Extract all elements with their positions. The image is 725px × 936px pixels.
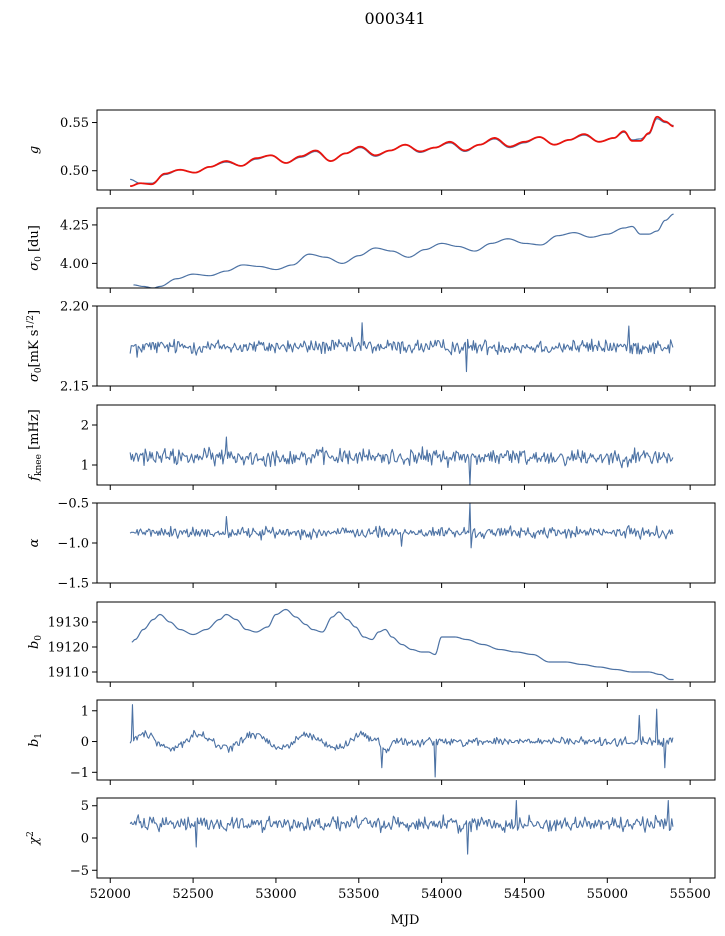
y-tick-label-sigma0: 4.25 (60, 218, 89, 233)
axes-frame-sigma0_mk (96, 305, 716, 387)
plot-area-sigma0 (133, 213, 674, 288)
y-axis-label-fknee: fknee [mHz] (27, 409, 44, 482)
series-line-sigma0-0 (133, 213, 674, 288)
x-tick-label: 54500 (504, 887, 545, 902)
series-line-sigma0_mk (129, 322, 674, 373)
y-tick-label-sigma0: 4.00 (60, 257, 89, 272)
x-tick-label: 54000 (421, 887, 462, 902)
chart-title: 000341 (364, 9, 425, 28)
plot-area-g (130, 115, 674, 188)
series-line-chi2 (129, 800, 674, 855)
y-axis-label-sigma0: σ0 [du] (27, 225, 44, 271)
y-tick-label-b0: 19110 (48, 666, 89, 681)
y-tick-label-b1: 0 (81, 735, 89, 750)
y-tick-label-b1: −1 (70, 766, 89, 781)
panel-fknee: 1 2 fknee [mHz] (27, 404, 716, 490)
y-axis-label-b1: b1 (27, 733, 44, 747)
series-line-b0-0 (131, 608, 674, 681)
y-tick-label-chi2: −5 (70, 864, 89, 879)
series-line-alpha (129, 503, 674, 549)
x-tick-label: 52500 (172, 887, 213, 902)
plot-area-b1 (129, 704, 674, 778)
panel-b0: 19110 19120 19130 b0 (27, 601, 716, 687)
panel-b1: −1 0 1 b1 (27, 699, 716, 785)
y-tick-label-b0: 19130 (48, 616, 89, 631)
axes-frame-b0 (96, 601, 716, 683)
axes-frame-g (96, 109, 716, 191)
y-tick-label-fknee: 1 (81, 459, 89, 474)
series-line-g-1 (130, 115, 674, 188)
panel-sigma0_mk: 2.15 2.20 σ0[mK s1/2] (26, 300, 716, 395)
y-axis-label-b0: b0 (27, 635, 44, 649)
y-axis-label-g: g (27, 146, 42, 154)
y-tick-label-fknee: 2 (81, 419, 89, 434)
axes-frame-sigma0 (96, 207, 716, 289)
x-tick-label: 55500 (669, 887, 710, 902)
y-tick-label-g: 0.55 (60, 116, 89, 131)
plot-area-sigma0_mk (129, 322, 674, 373)
plot-area-fknee (129, 436, 674, 485)
panel-g: 0.50 0.55 g (27, 109, 716, 195)
y-tick-label-sigma0_mk: 2.20 (60, 300, 89, 315)
panel-sigma0: 4.00 4.25 σ0 [du] (27, 207, 716, 293)
y-axis-label-alpha: α (27, 538, 42, 547)
plot-area-b0 (131, 608, 674, 681)
x-tick-label: 55000 (587, 887, 628, 902)
x-tick-label: 52000 (90, 887, 131, 902)
x-axis-label: MJD (391, 913, 420, 928)
y-tick-label-g: 0.50 (60, 164, 89, 179)
y-tick-label-chi2: 5 (81, 799, 89, 814)
y-tick-label-sigma0_mk: 2.15 (60, 380, 89, 395)
y-tick-label-alpha: −1.0 (57, 537, 89, 552)
plot-area-alpha (129, 503, 674, 549)
y-tick-label-alpha: −0.5 (57, 497, 89, 512)
panels: 0.50 0.55 g 4.00 4.25 σ0 [du] 2.15 2.20 σ0[mK s1… (26, 109, 716, 902)
y-tick-label-alpha: −1.5 (57, 577, 89, 592)
axes-frame-chi2 (96, 797, 716, 879)
panel-alpha: −1.5 −1.0 −0.5 α (27, 497, 716, 592)
panel-chi2: −5 0 5 52000 52500 53000 53500 54000 54500 55000 5… (26, 797, 716, 902)
y-tick-label-b1: 1 (81, 704, 89, 719)
y-axis-label-chi2: χ2 (26, 831, 42, 846)
axes-frame-b1 (96, 699, 716, 781)
series-line-b1 (129, 704, 674, 778)
y-tick-label-b0: 19120 (48, 641, 89, 656)
x-tick-label: 53500 (338, 887, 379, 902)
series-line-fknee (129, 436, 674, 485)
plot-area-chi2 (129, 800, 674, 855)
axes-frame-fknee (96, 404, 716, 486)
axes-frame-alpha (96, 502, 716, 584)
y-tick-label-chi2: 0 (81, 832, 89, 847)
series-line-g-0 (130, 118, 674, 184)
y-axis-label-sigma0_mk: σ0[mK s1/2] (26, 310, 44, 382)
x-tick-label: 53000 (255, 887, 296, 902)
